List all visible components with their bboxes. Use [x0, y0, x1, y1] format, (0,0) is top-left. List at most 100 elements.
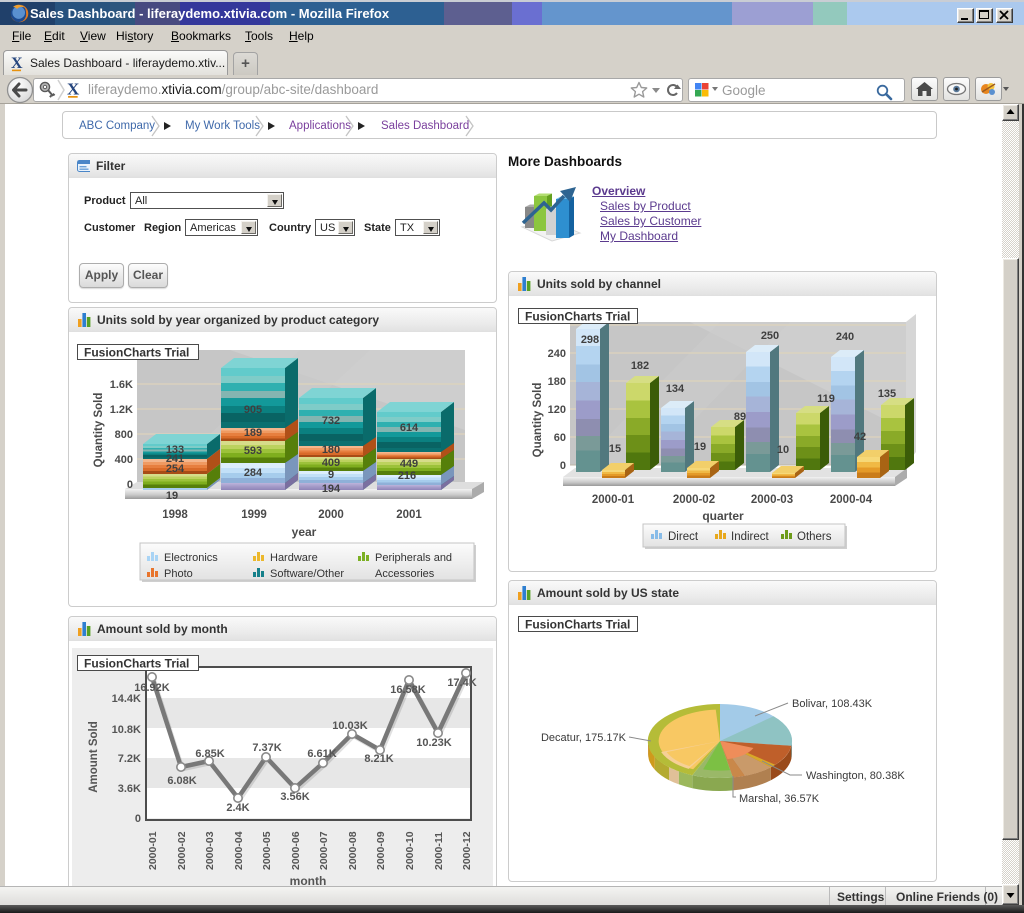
- svg-text:60: 60: [554, 432, 566, 444]
- svg-text:449: 449: [400, 458, 418, 470]
- svg-text:409: 409: [322, 457, 340, 469]
- svg-text:Quantity Sold: Quantity Sold: [532, 383, 544, 458]
- svg-text:180: 180: [322, 444, 340, 456]
- svg-text:quarter: quarter: [702, 509, 744, 523]
- svg-text:134: 134: [666, 383, 685, 395]
- svg-text:Direct: Direct: [668, 531, 699, 543]
- svg-text:1.2K: 1.2K: [110, 404, 133, 416]
- svg-text:Accessories: Accessories: [375, 568, 435, 580]
- svg-text:135: 135: [878, 388, 896, 400]
- svg-text:400: 400: [115, 454, 133, 466]
- svg-text:2000-02: 2000-02: [176, 831, 188, 870]
- svg-text:0: 0: [560, 460, 566, 472]
- svg-text:Washington, 80.38K: Washington, 80.38K: [806, 770, 905, 782]
- svg-text:800: 800: [115, 429, 133, 441]
- svg-text:2000-03: 2000-03: [751, 494, 793, 506]
- svg-text:254: 254: [166, 463, 185, 475]
- svg-text:19: 19: [694, 441, 706, 453]
- svg-text:240: 240: [548, 348, 566, 360]
- svg-text:9: 9: [328, 469, 334, 481]
- svg-text:2000-09: 2000-09: [375, 831, 387, 870]
- svg-text:10: 10: [777, 444, 789, 456]
- svg-text:133: 133: [166, 444, 184, 456]
- svg-text:2000-08: 2000-08: [347, 831, 359, 870]
- svg-text:Amount Sold: Amount Sold: [88, 721, 100, 793]
- svg-text:119: 119: [817, 393, 835, 405]
- svg-text:250: 250: [761, 330, 779, 342]
- svg-text:194: 194: [322, 483, 341, 495]
- svg-text:X: X: [11, 55, 23, 72]
- svg-text:2000-06: 2000-06: [290, 831, 302, 870]
- svg-text:Software/Other: Software/Other: [270, 568, 344, 580]
- svg-text:6.61K: 6.61K: [307, 748, 336, 760]
- svg-text:16.92K: 16.92K: [134, 682, 170, 694]
- svg-text:10.8K: 10.8K: [112, 724, 141, 736]
- svg-text:Hardware: Hardware: [270, 552, 318, 564]
- svg-text:2000-02: 2000-02: [673, 494, 715, 506]
- svg-text:120: 120: [548, 404, 566, 416]
- svg-text:X: X: [67, 80, 80, 98]
- svg-text:10.23K: 10.23K: [416, 737, 452, 749]
- svg-text:10.03K: 10.03K: [332, 720, 368, 732]
- svg-text:240: 240: [836, 331, 854, 343]
- svg-text:2000-01: 2000-01: [147, 831, 159, 870]
- svg-text:Electronics: Electronics: [164, 552, 218, 564]
- svg-text:7.2K: 7.2K: [118, 753, 141, 765]
- svg-text:1.6K: 1.6K: [110, 379, 133, 391]
- svg-text:2000: 2000: [318, 509, 344, 521]
- svg-text:year: year: [292, 525, 317, 539]
- svg-text:FusionCharts Trial: FusionCharts Trial: [84, 657, 189, 671]
- svg-text:Bolivar, 108.43K: Bolivar, 108.43K: [792, 698, 873, 710]
- svg-text:Quantity Sold: Quantity Sold: [93, 393, 105, 468]
- svg-text:FusionCharts Trial: FusionCharts Trial: [525, 310, 630, 324]
- svg-text:189: 189: [244, 427, 262, 439]
- svg-text:3.6K: 3.6K: [118, 783, 141, 795]
- svg-text:2000-04: 2000-04: [233, 831, 245, 870]
- svg-text:182: 182: [631, 360, 649, 372]
- svg-text:2000-04: 2000-04: [830, 494, 873, 506]
- svg-text:0: 0: [127, 479, 133, 491]
- svg-text:2000-01: 2000-01: [592, 494, 635, 506]
- svg-text:2001: 2001: [396, 509, 422, 521]
- svg-text:3.56K: 3.56K: [280, 791, 309, 803]
- svg-text:1998: 1998: [162, 509, 188, 521]
- svg-text:6.85K: 6.85K: [195, 748, 224, 760]
- svg-text:614: 614: [400, 422, 419, 434]
- svg-text:17.4K: 17.4K: [447, 677, 476, 689]
- svg-text:19: 19: [166, 490, 178, 502]
- svg-text:Decatur, 175.17K: Decatur, 175.17K: [541, 732, 627, 744]
- svg-text:42: 42: [854, 431, 866, 443]
- svg-text:284: 284: [244, 467, 263, 479]
- svg-text:8.21K: 8.21K: [364, 753, 393, 765]
- svg-text:905: 905: [244, 404, 262, 416]
- svg-text:Peripherals and: Peripherals and: [375, 552, 452, 564]
- svg-text:298: 298: [581, 334, 599, 346]
- svg-text:Indirect: Indirect: [731, 531, 770, 543]
- svg-text:2000-11: 2000-11: [433, 832, 445, 870]
- svg-text:0: 0: [135, 813, 141, 825]
- svg-text:2000-03: 2000-03: [204, 831, 216, 870]
- svg-text:2000-07: 2000-07: [318, 831, 330, 870]
- svg-text:6.08K: 6.08K: [167, 775, 196, 787]
- svg-text:Others: Others: [797, 531, 832, 543]
- svg-text:593: 593: [244, 445, 262, 457]
- svg-text:180: 180: [548, 376, 566, 388]
- svg-text:241: 241: [166, 453, 184, 465]
- svg-text:732: 732: [322, 415, 340, 427]
- svg-text:16.58K: 16.58K: [390, 684, 426, 696]
- svg-text:7.37K: 7.37K: [252, 742, 281, 754]
- svg-text:15: 15: [609, 443, 621, 455]
- svg-text:FusionCharts Trial: FusionCharts Trial: [525, 618, 630, 632]
- svg-text:Photo: Photo: [164, 568, 193, 580]
- svg-text:1999: 1999: [241, 509, 267, 521]
- svg-text:216: 216: [398, 470, 416, 482]
- svg-text:89: 89: [734, 411, 746, 423]
- svg-text:Marshal, 36.57K: Marshal, 36.57K: [739, 793, 820, 805]
- svg-text:month: month: [290, 874, 327, 886]
- svg-text:2000-05: 2000-05: [261, 831, 273, 870]
- svg-text:2.4K: 2.4K: [226, 802, 249, 814]
- svg-text:2000-10: 2000-10: [404, 831, 416, 870]
- svg-text:FusionCharts Trial: FusionCharts Trial: [84, 346, 189, 360]
- svg-text:2000-12: 2000-12: [461, 831, 473, 870]
- svg-text:14.4K: 14.4K: [112, 693, 141, 705]
